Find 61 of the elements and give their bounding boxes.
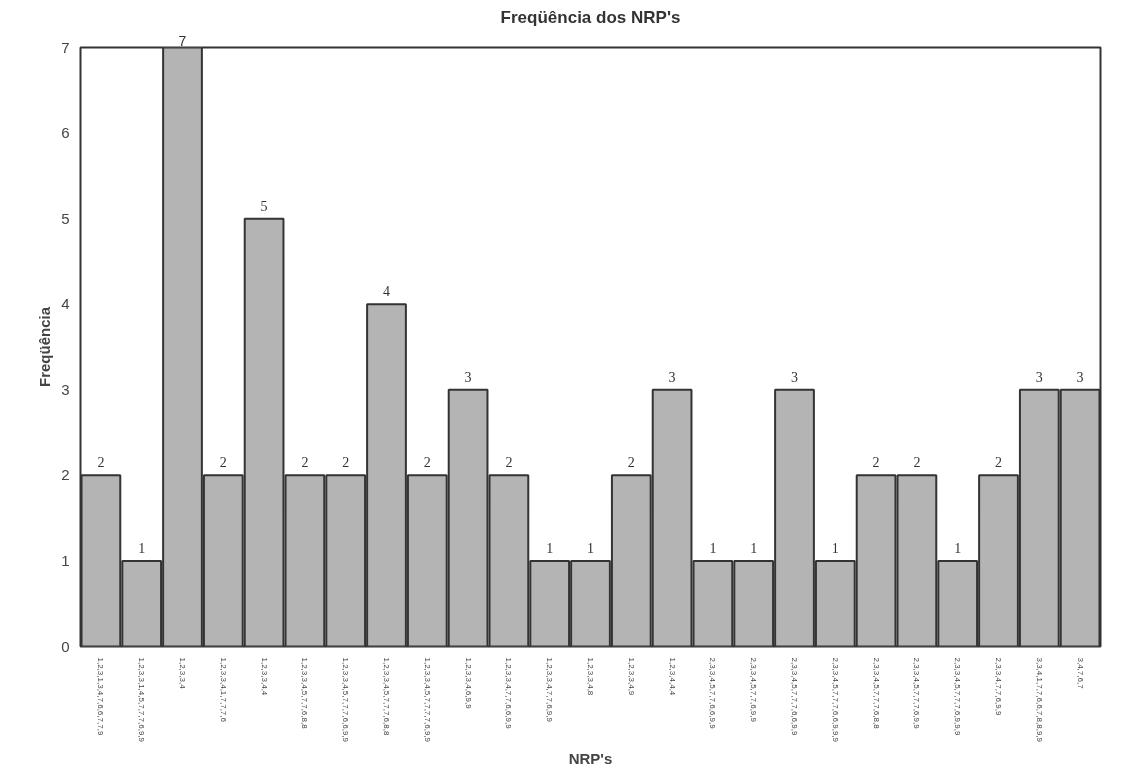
x-tick-label: 2,3,3,4,7,7,6,9,9 [994,657,1003,716]
data-label: 2 [627,455,635,471]
x-tick-label: 2,3,3,4,5,7,7,7,6,9,9 [912,657,922,730]
x-tick-label: 1,2,3,3,4,8 [586,657,595,696]
data-label: 2 [995,455,1002,471]
x-tick-label: 2,3,3,4,5,7,7,7,6,8,8 [871,657,881,730]
data-label: 1 [709,540,717,556]
x-tick-label: 1,2,3,3,1,4,5,7,7,7,6,9,9 [137,657,147,743]
data-label: 2 [423,455,431,471]
x-tick-label: 1,2,3,1,3,4,7,6,6,7,7,9 [96,657,106,736]
x-tick-label: 2,3,3,4,5,7,7,7,6,6,9,9,9 [830,657,840,743]
data-label: 2 [97,455,105,471]
x-tick-label: 1,2,3,3,4,4 [259,657,269,696]
data-label: 7 [178,32,187,49]
y-tick-label: 7 [61,38,70,56]
data-label: 2 [342,455,350,471]
x-tick-label: 2,3,3,4,5,7,7,6,6,9,9 [708,657,718,730]
x-tick-label: 1,2,3,3,4,9 [626,657,636,696]
data-label: 3 [464,369,472,385]
x-axis-title: NRP's [568,750,613,768]
x-tick-label: 2,3,3,4,5,7,7,6,9,9 [749,657,759,723]
x-tick-label: 1,2,3,3,4,5,7,7,7,6,6,9,9 [341,657,351,743]
x-tick-label: 1,2,3,3,4,6,9,9 [463,657,473,710]
data-label: 1 [546,540,554,556]
data-label: 4 [383,284,390,300]
data-label: 2 [913,455,921,471]
data-label: 1 [831,540,839,556]
x-tick-label: 1,2,3,3,4,5,7,7,6,8,8 [300,657,310,730]
x-tick-label: 1,2,3,3,4,7,7,6,6,9,9 [504,657,514,730]
data-label: 3 [1035,369,1043,385]
data-label: 1 [587,540,594,556]
y-tick-label: 2 [61,466,70,484]
y-tick-label: 1 [61,551,70,569]
data-label: 3 [668,369,676,385]
y-tick-label: 5 [61,209,70,227]
data-label: 3 [791,369,798,385]
data-label: 2 [219,455,227,471]
x-tick-label: 1,2,3,4,4,4 [667,657,677,696]
data-label: 1 [954,540,962,556]
data-label: 5 [260,198,268,214]
data-label: 2 [301,455,309,471]
x-tick-label: 1,2,3,3,4,5,7,7,7,6,8,8 [382,657,391,736]
y-tick-label: 3 [61,380,70,398]
x-tick-label: 1,2,3,3,4 [178,657,187,690]
chart-title: Freqüência dos NRP's [500,7,681,27]
y-tick-label: 6 [61,124,70,142]
x-tick-label: 3,4,7,6,7 [1075,657,1085,690]
data-label: 3 [1076,369,1084,385]
x-tick-label: 3,3,4,1,7,7,6,6,7,8,8,9,9 [1034,657,1044,743]
data-label: 2 [505,455,513,471]
x-tick-label: 1,2,3,3,4,5,7,7,7,7,6,9,9 [422,657,432,743]
data-label: 1 [750,540,758,556]
y-axis-title: Freqüência [36,306,54,388]
x-tick-label: 2,3,3,4,5,7,7,7,6,6,9,9 [790,657,799,736]
data-label: 1 [138,540,146,556]
x-tick-label: 2,3,3,4,5,7,7,7,6,9,9,9 [953,657,963,736]
x-tick-label: 1,2,3,3,4,7,7,6,9,9 [545,657,555,723]
y-tick-label: 0 [61,637,70,655]
y-tick-label: 4 [61,295,70,313]
data-label: 2 [872,455,880,471]
x-tick-label: 1,2,3,3,4,1,7,7,7,6 [218,657,228,723]
